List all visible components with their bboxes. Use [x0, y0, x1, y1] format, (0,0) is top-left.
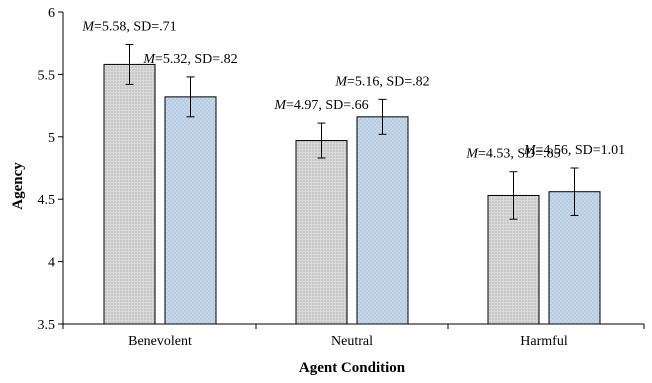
bar-neutral-series-2 — [356, 116, 409, 325]
bars — [103, 63, 601, 325]
data-label-stats: =4.56, SD=1.01 — [535, 143, 625, 158]
error-bars — [125, 43, 579, 220]
data-label-stats: =4.53, SD=.85 — [478, 147, 561, 162]
data-label: M=5.58, SD=.71 — [81, 19, 176, 34]
data-label-stats: =5.16, SD=.82 — [347, 74, 430, 89]
data-label: M=5.32, SD=.82 — [142, 52, 237, 67]
data-labels: M=5.58, SD=.71M=4.97, SD=.66M=4.53, SD=.… — [81, 19, 625, 161]
x-tick-label: Benevolent — [128, 334, 192, 349]
y-axis-title: Agency — [10, 162, 26, 210]
y-tick-label: 5.5 — [38, 68, 56, 83]
data-label: M=4.56, SD=1.01 — [523, 143, 625, 158]
y-tick-label: 4.5 — [38, 193, 56, 208]
data-label-m: M — [273, 98, 287, 113]
data-label: M=5.16, SD=.82 — [334, 74, 429, 89]
x-axis-title: Agent Condition — [299, 360, 406, 376]
data-label-m: M — [81, 19, 95, 34]
y-tick-label: 5 — [48, 131, 55, 146]
bar-neutral-series-1 — [295, 140, 348, 325]
y-tick-label: 6 — [48, 6, 55, 21]
data-label-m: M — [334, 74, 348, 89]
data-label-m: M — [465, 147, 479, 162]
y-tick-label: 3.5 — [38, 318, 56, 333]
data-label-m: M — [142, 52, 156, 67]
data-label: M=4.97, SD=.66 — [273, 98, 368, 113]
y-tick-label: 4 — [48, 256, 55, 271]
axes: 3.5 4 4.5 5 5.5 6 Benevolent Neutral Harmful — [38, 6, 645, 349]
data-label-stats: =5.58, SD=.71 — [94, 19, 177, 34]
x-tick-label: Neutral — [331, 334, 373, 349]
data-label: M=4.53, SD=.85 — [465, 147, 560, 162]
data-label-stats: =5.32, SD=.82 — [155, 52, 238, 67]
x-tick-label: Harmful — [520, 334, 568, 349]
data-label-m: M — [523, 143, 537, 158]
bar-benevolent-series-2 — [164, 96, 217, 325]
data-label-stats: =4.97, SD=.66 — [286, 98, 369, 113]
bar-benevolent-series-1 — [103, 63, 156, 325]
